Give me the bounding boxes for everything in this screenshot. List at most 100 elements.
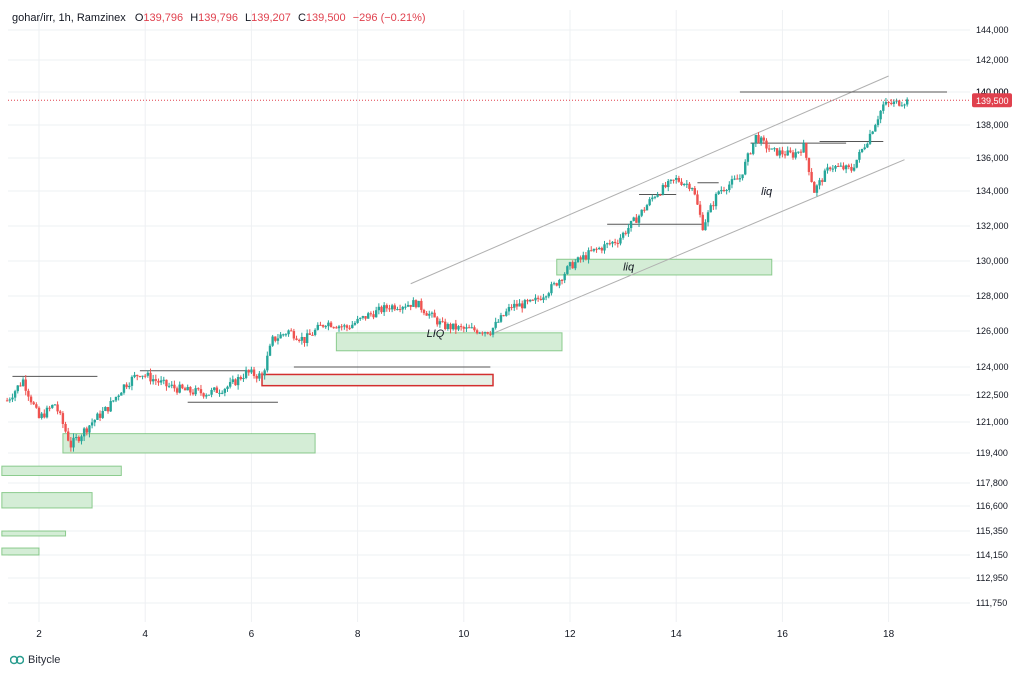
candle-body bbox=[483, 332, 487, 334]
candle-body bbox=[85, 428, 88, 433]
candle-body bbox=[234, 379, 237, 386]
candle-body bbox=[369, 313, 373, 315]
candle-body bbox=[515, 303, 519, 307]
candle-body bbox=[712, 205, 715, 207]
candle-body bbox=[422, 309, 426, 314]
candle-body bbox=[271, 336, 274, 346]
candle-body bbox=[600, 247, 604, 251]
candle-body bbox=[598, 247, 601, 250]
candle-body bbox=[449, 324, 452, 330]
candle-body bbox=[451, 323, 455, 330]
candle-body bbox=[144, 375, 147, 377]
candle-body bbox=[744, 161, 747, 175]
y-tick-label: 122,500 bbox=[976, 390, 1009, 400]
candle-body bbox=[189, 386, 192, 393]
ohlc-low: L139,207 bbox=[245, 12, 291, 24]
candle-body bbox=[305, 333, 309, 343]
candle-body bbox=[821, 180, 824, 182]
candle-body bbox=[536, 297, 540, 299]
candle-body bbox=[852, 167, 856, 171]
candle-body bbox=[367, 313, 370, 319]
candle-body bbox=[887, 101, 890, 103]
candle-body bbox=[396, 309, 399, 311]
candle-body bbox=[701, 214, 704, 231]
y-tick-label: 124,000 bbox=[976, 362, 1009, 372]
candle-body bbox=[643, 209, 646, 211]
candle-body bbox=[868, 133, 872, 144]
candle-body bbox=[874, 125, 877, 132]
candle-body bbox=[136, 374, 139, 377]
candle-body bbox=[414, 300, 418, 308]
candle-body bbox=[629, 220, 633, 229]
x-tick-label: 14 bbox=[671, 629, 683, 640]
candle-body bbox=[218, 392, 221, 394]
candle-body bbox=[268, 345, 272, 356]
candle-body bbox=[324, 326, 327, 328]
price-change: −296 (−0.21%) bbox=[352, 12, 426, 24]
candle-body bbox=[420, 300, 423, 310]
candle-body bbox=[321, 325, 325, 327]
candle-body bbox=[555, 283, 558, 286]
candle-body bbox=[661, 184, 665, 195]
candle-body bbox=[550, 284, 553, 294]
candle-body bbox=[250, 369, 253, 373]
candle-body bbox=[590, 250, 593, 252]
candle-body bbox=[430, 312, 434, 314]
symbol-label: gohar/irr bbox=[12, 12, 53, 24]
candle-body bbox=[380, 306, 383, 313]
brand-watermark[interactable]: Bitycle bbox=[10, 654, 60, 666]
candle-body bbox=[80, 436, 83, 442]
candle-body bbox=[401, 306, 404, 310]
candle-body bbox=[444, 321, 447, 330]
candle-body bbox=[858, 151, 861, 160]
candle-body bbox=[778, 150, 781, 156]
candle-body bbox=[138, 376, 142, 378]
candle-body bbox=[428, 313, 431, 316]
candle-body bbox=[64, 423, 67, 432]
candle-body bbox=[497, 321, 500, 323]
candle-body bbox=[313, 329, 317, 335]
candle-body bbox=[855, 159, 858, 168]
candle-body bbox=[436, 317, 439, 325]
candle-body bbox=[582, 255, 585, 260]
candle-body bbox=[377, 306, 381, 311]
candle-body bbox=[146, 372, 150, 376]
candle-body bbox=[651, 197, 654, 200]
candle-body bbox=[441, 321, 444, 323]
candle-body bbox=[316, 324, 319, 330]
candle-body bbox=[374, 310, 378, 318]
candle-body bbox=[104, 407, 107, 411]
candle-body bbox=[903, 104, 906, 106]
last-price-label: 139,500 bbox=[976, 96, 1009, 106]
y-tick-label: 116,600 bbox=[976, 501, 1008, 511]
candle-body bbox=[690, 188, 694, 190]
candle-body bbox=[682, 183, 686, 185]
candle-body bbox=[210, 389, 213, 395]
candle-body bbox=[534, 297, 537, 301]
candle-body bbox=[767, 148, 771, 150]
candle-body bbox=[353, 322, 357, 325]
y-tick-label: 117,800 bbox=[976, 478, 1008, 488]
candle-body bbox=[149, 372, 152, 382]
candle-body bbox=[528, 299, 532, 302]
candle-body bbox=[183, 388, 187, 391]
candle-body bbox=[613, 241, 617, 244]
candle-body bbox=[823, 170, 827, 182]
candle-body bbox=[21, 379, 25, 386]
candle-body bbox=[388, 308, 391, 310]
candle-body bbox=[239, 377, 242, 380]
candle-body bbox=[151, 379, 155, 382]
candle-body bbox=[231, 379, 235, 383]
candle-body bbox=[653, 196, 657, 198]
demand-zone bbox=[1, 547, 40, 556]
candle-body bbox=[481, 332, 484, 334]
interval-label: 1h bbox=[58, 12, 71, 24]
candle-body bbox=[513, 303, 516, 308]
candle-body bbox=[417, 300, 420, 308]
candle-body bbox=[850, 166, 853, 171]
candle-body bbox=[499, 315, 503, 322]
candle-body bbox=[191, 392, 195, 395]
candle-body bbox=[98, 413, 102, 418]
candle-body bbox=[348, 327, 351, 329]
